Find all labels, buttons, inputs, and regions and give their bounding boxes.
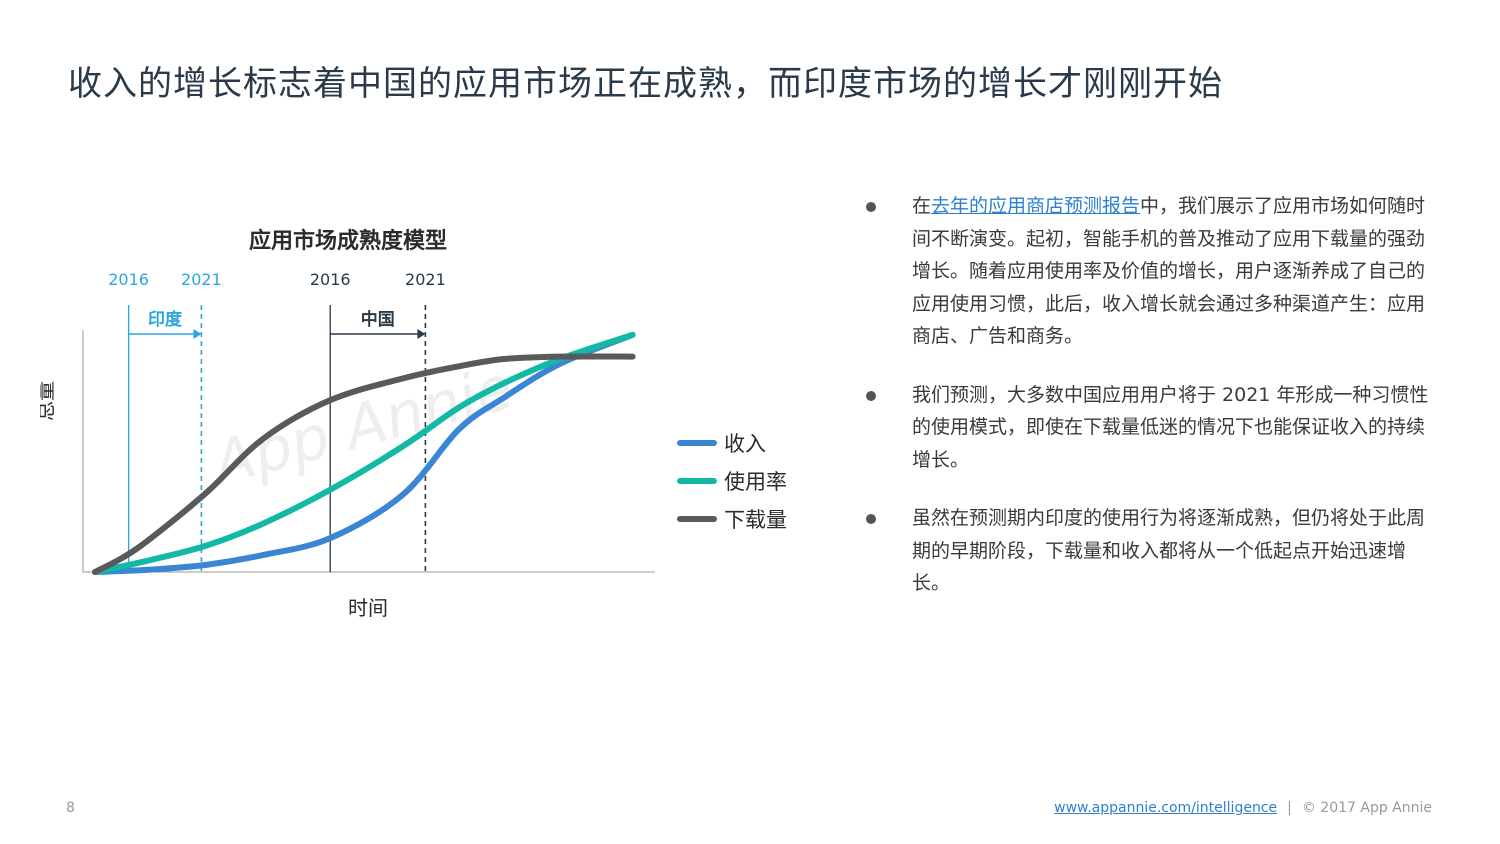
chart-svg: 应用市场成熟度模型 App Annie 时间 总量 2016 2021 印度 2016 2021… xyxy=(40,228,787,620)
bullet-item: 我们预测，大多数中国应用用户将于 2021 年形成一种习惯性的使用模式，即使在下… xyxy=(862,379,1442,477)
legend-label: 收入 xyxy=(724,432,766,456)
bullet-dot-icon xyxy=(866,514,876,524)
chart-title: 应用市场成熟度模型 xyxy=(249,228,447,254)
legend-label: 使用率 xyxy=(724,470,787,494)
marker-end-year: 2021 xyxy=(181,270,222,289)
bullet-text: 虽然在预测期内印度的使用行为将逐渐成熟，但仍将处于此周期的早期阶段，下载量和收入… xyxy=(912,507,1426,594)
bullet-dot-icon xyxy=(866,202,876,212)
marker-start-year: 2016 xyxy=(310,270,351,289)
footer-separator: | xyxy=(1287,800,1292,816)
marker-arrowhead xyxy=(193,329,202,339)
bullet-dot-icon xyxy=(866,390,876,401)
x-axis-label: 时间 xyxy=(348,596,388,620)
footer-links: www.appannie.com/intelligence | © 2017 App… xyxy=(1054,800,1432,816)
series-line-1 xyxy=(92,331,636,575)
series-line-2 xyxy=(92,331,636,575)
footer-url-link[interactable]: www.appannie.com/intelligence xyxy=(1054,800,1278,816)
page-number: 8 xyxy=(66,800,75,816)
forecast-report-link[interactable]: 去年的应用商店预测报告 xyxy=(931,195,1141,217)
marker-group-label: 中国 xyxy=(361,309,395,330)
y-axis-label: 总量 xyxy=(40,381,57,421)
maturity-chart: 应用市场成熟度模型 App Annie 时间 总量 2016 2021 印度 2016 2021… xyxy=(40,215,820,635)
footer-copyright: © 2017 App Annie xyxy=(1301,800,1432,816)
bullet-text-after: 中，我们展示了应用市场如何随时间不断演变。起初，智能手机的普及推动了应用下载量的… xyxy=(912,195,1426,347)
bullet-item: 虽然在预测期内印度的使用行为将逐渐成熟，但仍将处于此周期的早期阶段，下载量和收入… xyxy=(862,502,1442,600)
marker-arrowhead xyxy=(417,329,426,339)
series-line-3 xyxy=(92,353,636,575)
bullet-text: 我们预测，大多数中国应用用户将于 2021 年形成一种习惯性的使用模式，即使在下… xyxy=(912,383,1429,471)
bullet-item: 在去年的应用商店预测报告中，我们展示了应用市场如何随时间不断演变。起初，智能手机… xyxy=(862,190,1442,353)
watermark-text: App Annie xyxy=(202,352,521,500)
legend-label: 下载量 xyxy=(724,508,787,532)
bullet-text-before: 在 xyxy=(912,195,932,217)
marker-group-label: 印度 xyxy=(148,309,183,330)
bullet-list: 在去年的应用商店预测报告中，我们展示了应用市场如何随时间不断演变。起初，智能手机… xyxy=(862,190,1442,626)
marker-end-year: 2021 xyxy=(405,270,446,289)
page-title: 收入的增长标志着中国的应用市场正在成熟，而印度市场的增长才刚刚开始 xyxy=(68,64,1223,104)
marker-start-year: 2016 xyxy=(108,270,149,289)
